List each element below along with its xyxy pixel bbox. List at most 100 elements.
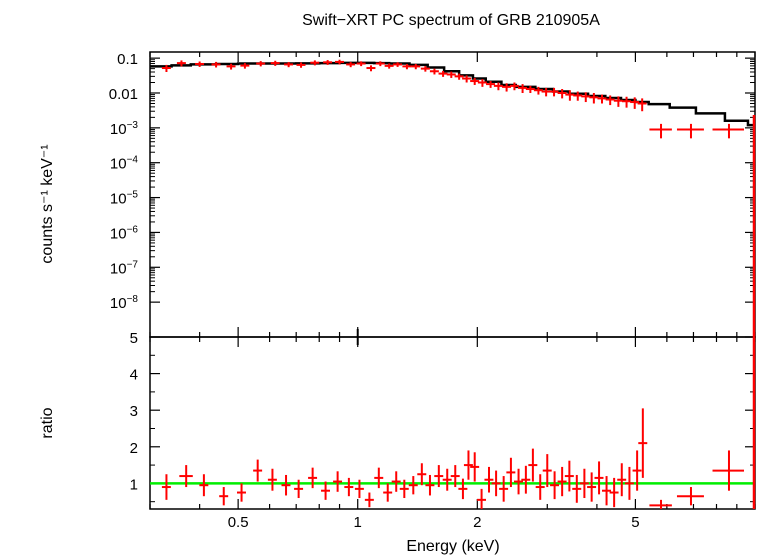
data-point [429, 68, 439, 75]
data-point [533, 86, 543, 95]
ratio-point [219, 487, 229, 506]
upper-y-tick-labels: 0.1 0.01 10−3 10−4 10−5 10−6 10−7 10−8 [109, 51, 139, 312]
chart-title: Swift−XRT PC spectrum of GRB 210905A [302, 12, 600, 29]
data-point [323, 60, 333, 65]
data-point [541, 87, 551, 97]
y-tick-label: 0.1 [117, 51, 138, 68]
ratio-point [572, 474, 582, 503]
lower-y-axis-label: ratio [39, 407, 56, 438]
data-point [240, 63, 250, 69]
ratio-point [391, 471, 401, 492]
ratio-data-points [161, 115, 756, 509]
data-point [384, 63, 394, 69]
data-point [676, 123, 704, 139]
data-point [195, 61, 205, 67]
ratio-point [649, 499, 672, 509]
data-point [557, 89, 567, 99]
x-tick-labels: 0.5 1 2 5 [228, 514, 640, 531]
data-point [211, 61, 221, 68]
ratio-point [484, 466, 494, 493]
ratio-point [528, 448, 538, 482]
x-tick-label: 1 [354, 514, 362, 531]
data-point [486, 81, 496, 88]
data-point [597, 94, 607, 104]
lower-panel: 1 2 3 4 5 ratio [39, 115, 756, 510]
ratio-point [491, 470, 501, 497]
data-point [477, 79, 487, 87]
ratio-point [506, 457, 516, 488]
data-point [375, 61, 385, 67]
data-point [270, 60, 280, 66]
ratio-point [450, 465, 460, 488]
data-point [525, 85, 535, 93]
y-tick-label: 1 [130, 476, 138, 493]
y-tick-label: 10−5 [110, 190, 139, 208]
y-tick-label: 10−7 [110, 259, 139, 277]
ratio-point [463, 450, 473, 480]
ratio-point [602, 476, 611, 506]
ratio-point [434, 465, 444, 488]
y-tick-label: 3 [130, 403, 138, 420]
data-point [573, 91, 583, 101]
ratio-point [425, 474, 435, 496]
x-tick-label: 5 [631, 514, 639, 531]
ratio-point [712, 450, 745, 491]
data-point [402, 63, 412, 70]
data-point [176, 60, 186, 67]
ratio-point [609, 477, 619, 508]
ratio-point [237, 483, 246, 502]
data-point [605, 95, 615, 106]
ratio-point [617, 463, 627, 497]
data-point [630, 97, 640, 109]
data-point [310, 60, 320, 66]
ratio-point [294, 479, 304, 499]
data-point [622, 96, 631, 108]
ratio-point [550, 471, 560, 500]
data-point [446, 71, 456, 78]
data-point [637, 98, 647, 112]
upper-axis-ticks [149, 52, 756, 337]
x-tick-label: 0.5 [228, 514, 249, 531]
data-point [493, 82, 503, 91]
ratio-point [535, 474, 545, 500]
model-step-line [150, 61, 755, 127]
y-tick-label: 10−3 [110, 120, 139, 138]
y-tick-label: 10−4 [110, 155, 139, 173]
upper-y-axis-label: counts s⁻¹ keV⁻¹ [39, 144, 56, 263]
ratio-point [333, 471, 343, 492]
ratio-point [281, 474, 291, 496]
ratio-point [638, 408, 648, 478]
data-point [454, 73, 464, 80]
model-curve [150, 61, 755, 127]
data-point [712, 123, 745, 139]
y-tick-label: 2 [130, 440, 138, 457]
data-point [518, 84, 528, 93]
ratio-point [676, 487, 704, 506]
ratio-point [587, 472, 597, 502]
y-tick-label: 10−8 [110, 294, 139, 312]
ratio-point [417, 463, 427, 486]
ratio-point [594, 461, 604, 495]
ratio-point [458, 478, 468, 500]
ratio-point [408, 476, 418, 495]
data-point [420, 66, 430, 72]
ratio-point [442, 468, 452, 491]
data-point [565, 90, 575, 101]
data-point [226, 63, 236, 70]
ratio-point [399, 479, 409, 499]
y-tick-label: 5 [130, 330, 138, 347]
ratio-point [564, 460, 574, 492]
y-tick-label: 0.01 [109, 86, 138, 103]
ratio-point [161, 474, 171, 500]
data-point [509, 82, 519, 91]
ratio-point [179, 465, 193, 488]
data-point [649, 123, 672, 139]
data-point [335, 59, 344, 65]
data-point [366, 65, 376, 72]
data-point [438, 70, 448, 77]
data-point [613, 96, 623, 107]
ratio-point [499, 476, 509, 502]
data-point [411, 63, 421, 70]
ratio-point [624, 466, 634, 500]
